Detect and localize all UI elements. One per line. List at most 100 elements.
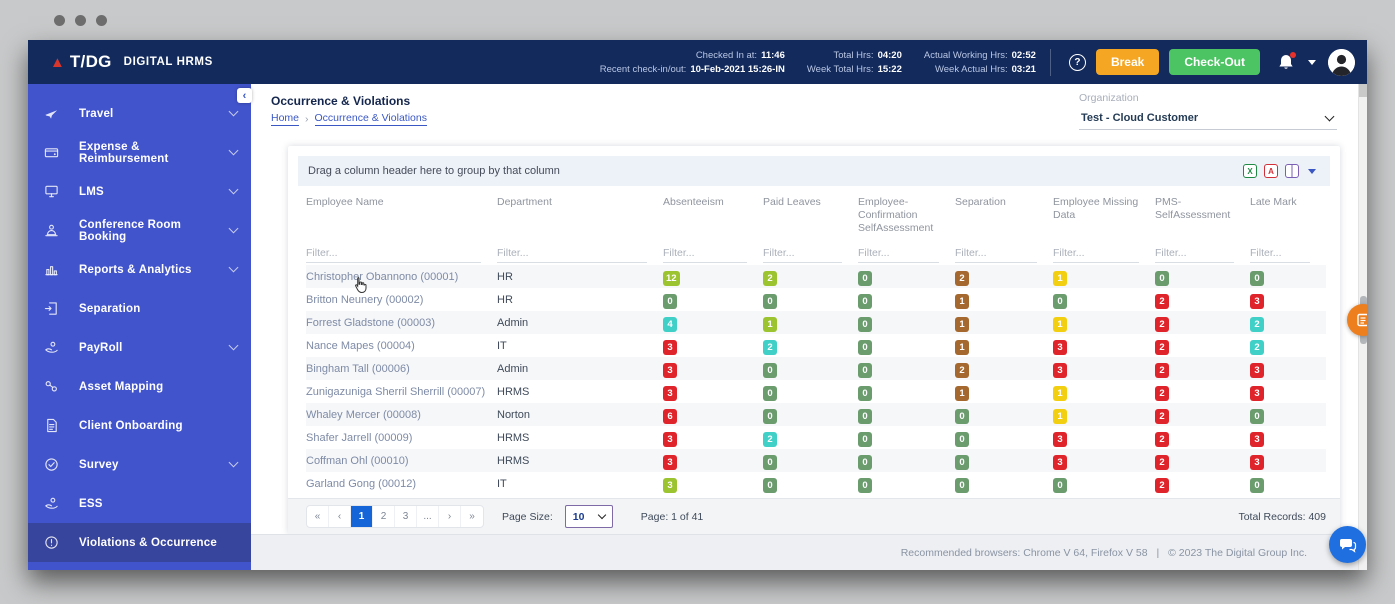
filter-input-employee-missing-data[interactable]: Filter... [1053, 244, 1139, 263]
sidebar-item-survey[interactable]: Survey [28, 445, 251, 484]
filter-input-pms-selfassessment[interactable]: Filter... [1155, 244, 1234, 263]
sidebar-item-ess[interactable]: ESS [28, 484, 251, 523]
table-row[interactable]: Shafer Jarrell (00009)HRMS3200323 [306, 426, 1326, 449]
filter-input-separation[interactable]: Filter... [955, 244, 1037, 263]
profile-chevron-down-icon[interactable] [1308, 60, 1316, 65]
sidebar-item-client-onboarding[interactable]: Client Onboarding [28, 406, 251, 445]
chat-floating-button[interactable] [1329, 526, 1366, 563]
page-size-select[interactable]: 10 [565, 505, 613, 528]
notifications-bell-icon[interactable] [1276, 52, 1296, 72]
organization-select[interactable]: Test - Cloud Customer [1079, 104, 1337, 130]
count-badge-brown: 1 [955, 340, 969, 355]
employee-name-cell[interactable]: Whaley Mercer (00008) [306, 409, 497, 421]
sidebar-item-asset-mapping[interactable]: Asset Mapping [28, 367, 251, 406]
table-row[interactable]: Britton Neunery (00002)HR0001023 [306, 288, 1326, 311]
pdf-export-icon[interactable]: A [1264, 164, 1278, 178]
employee-name-cell[interactable]: Zunigazuniga Sherril Sherrill (00007) [306, 386, 497, 398]
count-cell: 0 [955, 429, 1053, 447]
nav-stat: Actual Working Hrs:02:52 [924, 49, 1036, 62]
table-row[interactable]: Coffman Ohl (00010)HRMS3000323 [306, 449, 1326, 472]
count-badge-red: 3 [663, 455, 677, 470]
sidebar-item-conference-room-booking[interactable]: Conference Room Booking [28, 211, 251, 250]
column-header-pms-selfassessment[interactable]: PMS-SelfAssessment [1155, 196, 1250, 244]
sidebar-item-separation[interactable]: Separation [28, 289, 251, 328]
group-panel[interactable]: Drag a column header here to group by th… [298, 156, 1330, 186]
column-header-paid-leaves[interactable]: Paid Leaves [763, 196, 858, 244]
column-header-employee-name[interactable]: Employee Name [306, 196, 497, 244]
count-badge-teal: 2 [1250, 340, 1264, 355]
count-cell: 1 [955, 314, 1053, 332]
column-header-absenteeism[interactable]: Absenteeism [663, 196, 763, 244]
page-button-[interactable]: » [461, 506, 483, 527]
table-row[interactable]: Whaley Mercer (00008)Norton6000120 [306, 403, 1326, 426]
nav-stat: Checked In at:11:46 [600, 49, 785, 62]
breadcrumb: Home › Occurrence & Violations [271, 112, 427, 126]
check-out-button[interactable]: Check-Out [1169, 49, 1260, 75]
filter-input-department[interactable]: Filter... [497, 244, 647, 263]
employee-name-cell[interactable]: Coffman Ohl (00010) [306, 455, 497, 467]
breadcrumb-home-link[interactable]: Home [271, 112, 299, 126]
count-cell: 0 [763, 406, 858, 424]
sidebar-item-violations-occurrence[interactable]: Violations & Occurrence [28, 523, 251, 562]
break-button[interactable]: Break [1096, 49, 1159, 75]
filter-input-late-mark[interactable]: Filter... [1250, 244, 1310, 263]
sidebar-item-expense-reimbursement[interactable]: Expense & Reimbursement [28, 133, 251, 172]
filter-input-absenteeism[interactable]: Filter... [663, 244, 747, 263]
column-header-employee-confirmation-selfassessment[interactable]: Employee-Confirmation SelfAssessment [858, 196, 955, 244]
page-button-[interactable]: « [307, 506, 329, 527]
table-row[interactable]: Forrest Gladstone (00003)Admin4101122 [306, 311, 1326, 334]
page-button-2[interactable]: 2 [373, 506, 395, 527]
sidebar-item-payroll[interactable]: PayRoll [28, 328, 251, 367]
window-controls[interactable] [54, 15, 107, 26]
window-dot[interactable] [54, 15, 65, 26]
table-row[interactable]: Nance Mapes (00004)IT3201322 [306, 334, 1326, 357]
table-row[interactable]: Zunigazuniga Sherril Sherrill (00007)HRM… [306, 380, 1326, 403]
filter-input-employee-confirmation-selfassessment[interactable]: Filter... [858, 244, 939, 263]
sidebar-item-travel[interactable]: Travel [28, 94, 251, 133]
column-header-separation[interactable]: Separation [955, 196, 1053, 244]
count-badge-red: 3 [1053, 432, 1067, 447]
filter-input-employee-name[interactable]: Filter... [306, 244, 481, 263]
filter-input-paid-leaves[interactable]: Filter... [763, 244, 842, 263]
export-menu-chevron-down-icon[interactable] [1308, 169, 1316, 174]
employee-name-cell[interactable]: Garland Gong (00012) [306, 478, 497, 490]
page-button-[interactable]: ‹ [329, 506, 351, 527]
employee-name-cell[interactable]: Forrest Gladstone (00003) [306, 317, 497, 329]
sidebar-collapse-button[interactable]: ‹ [237, 88, 252, 103]
employee-name-cell[interactable]: Christopher Obannono (00001) [306, 271, 497, 283]
column-header-employee-missing-data[interactable]: Employee Missing Data [1053, 196, 1155, 244]
count-badge-red: 2 [1155, 409, 1169, 424]
window-dot[interactable] [96, 15, 107, 26]
count-badge-yellow: 1 [1053, 386, 1067, 401]
page-button-1[interactable]: 1 [351, 506, 373, 527]
page-button-[interactable]: ... [417, 506, 439, 527]
scrollbar-top[interactable] [1359, 84, 1367, 97]
column-chooser-icon[interactable] [1285, 164, 1299, 178]
excel-export-icon[interactable]: X [1243, 164, 1257, 178]
occurrence-grid-card: Drag a column header here to group by th… [288, 146, 1340, 534]
employee-name-cell[interactable]: Nance Mapes (00004) [306, 340, 497, 352]
count-cell: 0 [1053, 291, 1155, 309]
sidebar-item-lms[interactable]: LMS [28, 172, 251, 211]
window-dot[interactable] [75, 15, 86, 26]
count-badge-green: 0 [858, 455, 872, 470]
column-header-department[interactable]: Department [497, 196, 663, 244]
count-badge-green: 0 [1053, 478, 1067, 493]
table-row[interactable]: Christopher Obannono (00001)HR12202100 [306, 265, 1326, 288]
count-badge-red: 2 [1155, 432, 1169, 447]
breadcrumb-current-link[interactable]: Occurrence & Violations [315, 112, 427, 126]
table-row[interactable]: Garland Gong (00012)IT3000020 [306, 472, 1326, 495]
employee-name-cell[interactable]: Bingham Tall (00006) [306, 363, 497, 375]
avatar[interactable] [1328, 49, 1355, 76]
help-icon[interactable]: ? [1069, 54, 1086, 71]
employee-name-cell[interactable]: Shafer Jarrell (00009) [306, 432, 497, 444]
page-button-3[interactable]: 3 [395, 506, 417, 527]
column-header-late-mark[interactable]: Late Mark [1250, 196, 1326, 244]
table-row[interactable]: Bingham Tall (00006)Admin3002323 [306, 357, 1326, 380]
count-badge-green: 0 [955, 432, 969, 447]
page-button-[interactable]: › [439, 506, 461, 527]
count-cell: 0 [1250, 475, 1326, 493]
employee-name-cell[interactable]: Britton Neunery (00002) [306, 294, 497, 306]
sidebar-item-reports-analytics[interactable]: Reports & Analytics [28, 250, 251, 289]
sidebar-item-label: Travel [79, 108, 230, 120]
